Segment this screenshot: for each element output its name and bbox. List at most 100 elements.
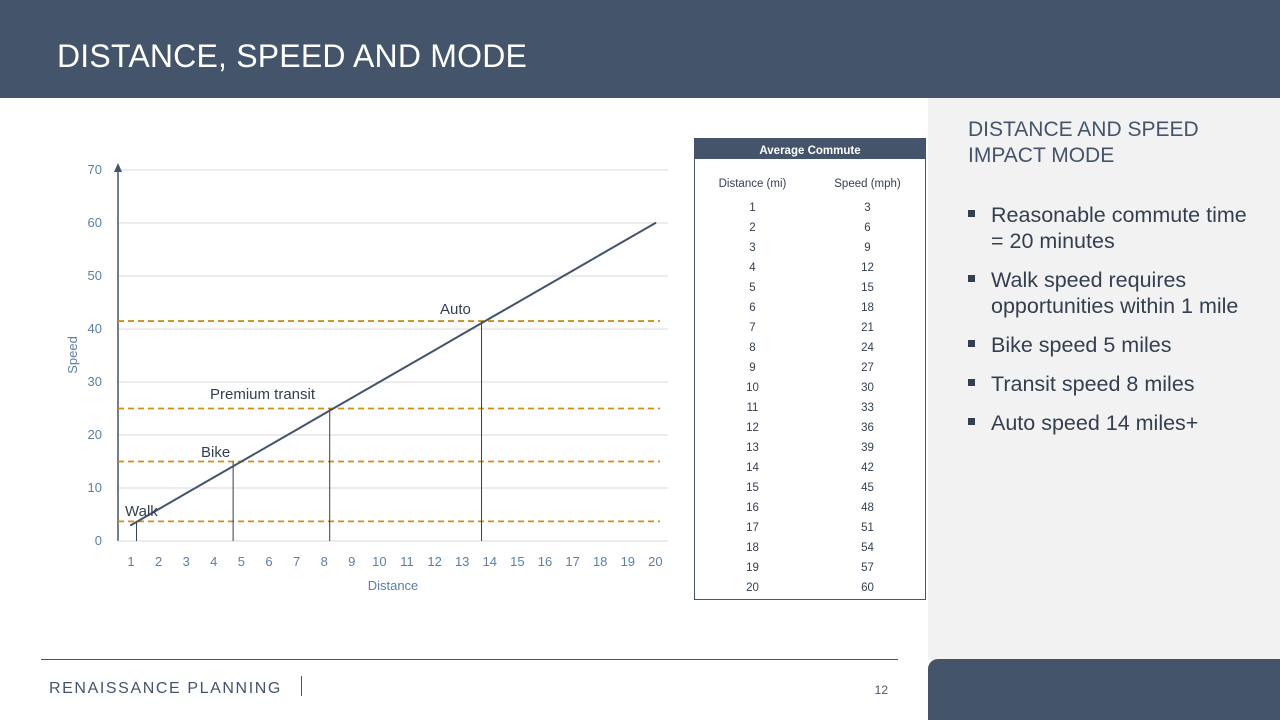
side-panel bbox=[928, 98, 1280, 660]
table-cell-speed: 15 bbox=[861, 282, 874, 294]
table-cell-speed: 33 bbox=[861, 402, 874, 414]
x-tick-label: 7 bbox=[293, 554, 300, 569]
data-point bbox=[378, 381, 381, 383]
bullet-item: Auto speed 14 miles+ bbox=[968, 410, 1258, 436]
table-cell-distance: 11 bbox=[746, 402, 759, 414]
table-row: 16 48 bbox=[695, 498, 925, 518]
x-tick-label: 18 bbox=[593, 554, 607, 569]
table-cell-distance: 1 bbox=[749, 202, 756, 214]
bullet-item: Bike speed 5 miles bbox=[968, 332, 1258, 358]
company-logo: RENAISSANCE PLANNING bbox=[49, 680, 282, 697]
table-cell-speed: 27 bbox=[861, 362, 874, 374]
data-point bbox=[654, 222, 657, 224]
y-axis-title: Speed bbox=[65, 336, 80, 374]
x-tick-label: 17 bbox=[565, 554, 579, 569]
bullet-item: Walk speed requires opportunities within… bbox=[968, 267, 1258, 319]
x-axis-title: Distance bbox=[368, 578, 419, 593]
y-tick-label: 50 bbox=[88, 268, 102, 283]
table-cell-speed: 21 bbox=[861, 322, 874, 334]
square-bullet-icon bbox=[968, 418, 975, 425]
data-point bbox=[268, 444, 270, 447]
table-cell-speed: 51 bbox=[861, 522, 874, 534]
table-row: 10 30 bbox=[695, 378, 925, 398]
table-row: 13 39 bbox=[695, 438, 925, 458]
table-row: 20 60 bbox=[695, 578, 925, 598]
data-point bbox=[626, 237, 629, 240]
y-tick-label: 20 bbox=[88, 427, 102, 442]
table-cell-distance: 15 bbox=[746, 482, 759, 494]
y-tick-label: 60 bbox=[88, 215, 102, 230]
average-commute-table: Average Commute Distance (mi) Speed (mph… bbox=[694, 138, 926, 600]
table-cell-distance: 5 bbox=[749, 282, 756, 294]
table-cell-speed: 18 bbox=[861, 302, 874, 314]
y-axis-arrow-icon bbox=[114, 163, 122, 172]
x-tick-label: 13 bbox=[455, 554, 469, 569]
x-tick-label: 15 bbox=[510, 554, 524, 569]
table-row: 9 27 bbox=[695, 358, 925, 378]
data-point bbox=[295, 428, 298, 431]
table-cell-speed: 45 bbox=[861, 482, 874, 494]
table-cell-distance: 6 bbox=[749, 302, 756, 314]
table-row: 12 36 bbox=[695, 418, 925, 438]
logo-divider bbox=[301, 676, 302, 696]
threshold-label: Walk bbox=[125, 503, 158, 520]
x-tick-label: 3 bbox=[183, 554, 190, 569]
panel-heading: DISTANCE AND SPEED IMPACT MODE bbox=[968, 118, 1199, 167]
table-header-speed: Speed (mph) bbox=[834, 178, 901, 190]
slide-title: DISTANCE, SPEED AND MODE bbox=[57, 38, 528, 74]
x-tick-label: 1 bbox=[127, 554, 134, 569]
table-cell-distance: 14 bbox=[746, 462, 759, 474]
table-cell-speed: 39 bbox=[861, 442, 874, 454]
square-bullet-icon bbox=[968, 379, 975, 386]
data-point bbox=[544, 285, 546, 288]
bullet-item: Reasonable commute time = 20 minutes bbox=[968, 202, 1258, 254]
table-row: 7 21 bbox=[695, 318, 925, 338]
speed-series-line bbox=[130, 222, 656, 526]
data-point bbox=[433, 349, 436, 352]
x-tick-label: 14 bbox=[483, 554, 497, 569]
data-point bbox=[350, 396, 353, 399]
table-row: 5 15 bbox=[695, 278, 925, 298]
table-cell-speed: 9 bbox=[864, 242, 871, 254]
x-tick-label: 16 bbox=[538, 554, 552, 569]
data-point bbox=[157, 508, 160, 511]
data-point bbox=[461, 333, 464, 336]
table-row: 6 18 bbox=[695, 298, 925, 318]
bullet-text: Auto speed 14 miles+ bbox=[991, 411, 1199, 435]
x-tick-label: 10 bbox=[372, 554, 386, 569]
table-cell-distance: 4 bbox=[749, 262, 756, 274]
table-cell-distance: 8 bbox=[749, 342, 756, 354]
x-tick-label: 6 bbox=[265, 554, 272, 569]
data-point bbox=[323, 412, 326, 415]
page-number: 12 bbox=[874, 683, 888, 697]
data-point bbox=[488, 317, 491, 320]
table-cell-distance: 9 bbox=[749, 362, 756, 374]
data-point bbox=[571, 269, 574, 272]
bullet-list: Reasonable commute time = 20 minutes Wal… bbox=[968, 202, 1258, 449]
side-panel-footer bbox=[928, 659, 1280, 720]
table-cell-speed: 6 bbox=[864, 222, 871, 234]
table-cell-distance: 3 bbox=[749, 242, 756, 254]
table-cell-distance: 2 bbox=[749, 222, 756, 234]
data-point bbox=[185, 492, 188, 495]
data-point bbox=[599, 253, 602, 256]
table-cell-speed: 48 bbox=[861, 502, 874, 514]
x-tick-label: 9 bbox=[348, 554, 355, 569]
table-cell-speed: 57 bbox=[861, 562, 874, 574]
threshold-label: Premium transit bbox=[210, 386, 316, 403]
data-point bbox=[516, 301, 519, 304]
table-cell-distance: 10 bbox=[746, 382, 759, 394]
x-tick-label: 2 bbox=[155, 554, 162, 569]
data-point bbox=[240, 460, 243, 463]
table-cell-distance: 18 bbox=[746, 542, 759, 554]
table-row: 8 24 bbox=[695, 338, 925, 358]
table-cell-distance: 7 bbox=[749, 322, 756, 334]
table-cell-speed: 30 bbox=[861, 382, 874, 394]
threshold-label: Auto bbox=[440, 301, 471, 318]
table-cell-distance: 17 bbox=[746, 522, 759, 534]
table-row: 19 57 bbox=[695, 558, 925, 578]
table-row: 17 51 bbox=[695, 518, 925, 538]
